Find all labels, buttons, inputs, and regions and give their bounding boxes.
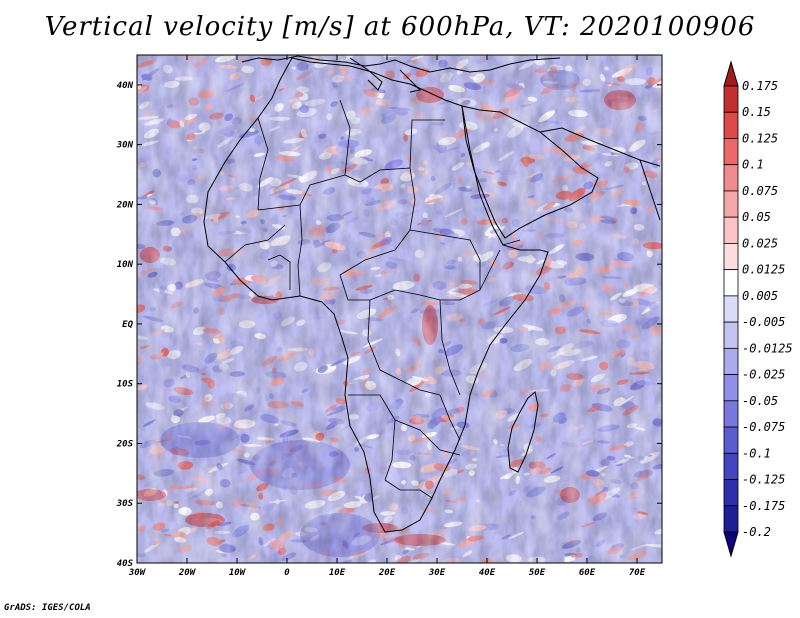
colorbar-swatch — [723, 190, 739, 218]
lat-tick-label: EQ — [122, 320, 133, 330]
colorbar-swatch — [723, 295, 739, 323]
lat-tick-label: 10S — [117, 380, 134, 390]
lon-tick-label: 10E — [329, 568, 346, 578]
colorbar-label: -0.005 — [742, 315, 785, 329]
colorbar-swatch — [723, 426, 739, 454]
colorbar-label: -0.2 — [742, 525, 771, 539]
plot-area: 30W 20W 10W 0 10E 20E 30E 40E 50E 60E 70E 40N 30N 20… — [116, 54, 793, 578]
colorbar-swatch — [723, 479, 739, 507]
lon-tick-label: 40E — [479, 568, 496, 578]
colorbar-label: 0.005 — [742, 289, 778, 303]
colorbar-label: 0.1 — [742, 158, 764, 172]
colorbar-swatch — [723, 400, 739, 428]
colorbar-label: 0.025 — [742, 236, 778, 250]
colorbar-swatch — [723, 374, 739, 402]
colorbar-swatch — [723, 243, 739, 271]
colorbar-swatch — [723, 164, 739, 192]
country-borders — [224, 99, 521, 499]
colorbar-label: 0.125 — [742, 132, 778, 146]
lat-tick-label: 30N — [116, 141, 134, 151]
lat-tick-label: 20S — [116, 439, 134, 449]
lon-tick-label: 50E — [529, 568, 546, 578]
colorbar: 0.175 0.15 0.125 0.1 0.075 0.05 0.025 0.0125 0.0… — [723, 60, 793, 558]
colorbar-swatch — [723, 505, 739, 533]
map-title: Vertical velocity [m/s] at 600hPa, VT: 2… — [44, 12, 756, 42]
lat-tick-label: 40S — [117, 559, 134, 569]
lon-tick-label: 30W — [128, 568, 147, 578]
colorbar-swatch — [723, 138, 739, 166]
colorbar-swatch — [723, 321, 739, 349]
lon-tick-label: 20W — [178, 568, 197, 578]
colorbar-label: 0.05 — [742, 210, 771, 224]
madagascar-coastline — [507, 391, 539, 473]
colorbar-label: 0.15 — [742, 105, 771, 119]
colorbar-swatch — [723, 269, 739, 297]
colorbar-label: -0.0125 — [742, 341, 793, 355]
lon-tick-label: 0 — [284, 568, 290, 578]
colorbar-swatch — [723, 347, 739, 375]
italy-coastline — [349, 57, 383, 91]
lon-tick-label: 20E — [378, 568, 396, 578]
colorbar-label: -0.075 — [742, 420, 785, 434]
colorbar-label: 0.175 — [742, 79, 778, 93]
coastlines-and-borders — [203, 55, 661, 533]
colorbar-swatch — [723, 216, 739, 244]
latitude-axis: 40N 30N 20N 10N EQ 10S 20S 30S 40S — [116, 81, 662, 569]
colorbar-label: -0.025 — [742, 368, 785, 382]
india-coastline — [639, 159, 661, 221]
greece-coastline — [399, 69, 422, 93]
plot-frame — [136, 54, 663, 564]
lat-tick-label: 30S — [116, 499, 134, 509]
lat-tick-label: 10N — [117, 260, 134, 270]
colorbar-label: -0.05 — [742, 394, 778, 408]
colorbar-label: -0.1 — [742, 446, 771, 460]
colorbar-swatch — [723, 111, 739, 139]
colorbar-swatch — [723, 452, 739, 480]
colorbar-label: -0.125 — [742, 473, 785, 487]
colorbar-label: 0.0125 — [742, 263, 785, 277]
lat-tick-label: 40N — [117, 81, 134, 91]
longitude-axis: 30W 20W 10W 0 10E 20E 30E 40E 50E 60E 70E — [128, 55, 646, 578]
lon-tick-label: 10W — [229, 568, 247, 578]
velocity-field — [137, 55, 662, 563]
grads-credit: GrADS: IGES/COLA — [4, 603, 91, 613]
arabia-coastline — [461, 105, 599, 239]
colorbar-bottom-arrow — [723, 531, 739, 558]
iran-coastline — [539, 127, 661, 167]
colorbar-swatch — [723, 85, 739, 113]
colorbar-label: 0.075 — [742, 184, 778, 198]
colorbar-label: -0.175 — [742, 499, 785, 513]
lon-tick-label: 70E — [629, 568, 646, 578]
europe-coastline — [241, 55, 561, 73]
lon-tick-label: 30E — [428, 568, 446, 578]
lon-tick-label: 60E — [579, 568, 596, 578]
colorbar-top-arrow — [723, 60, 739, 87]
lat-tick-label: 20N — [116, 200, 134, 210]
